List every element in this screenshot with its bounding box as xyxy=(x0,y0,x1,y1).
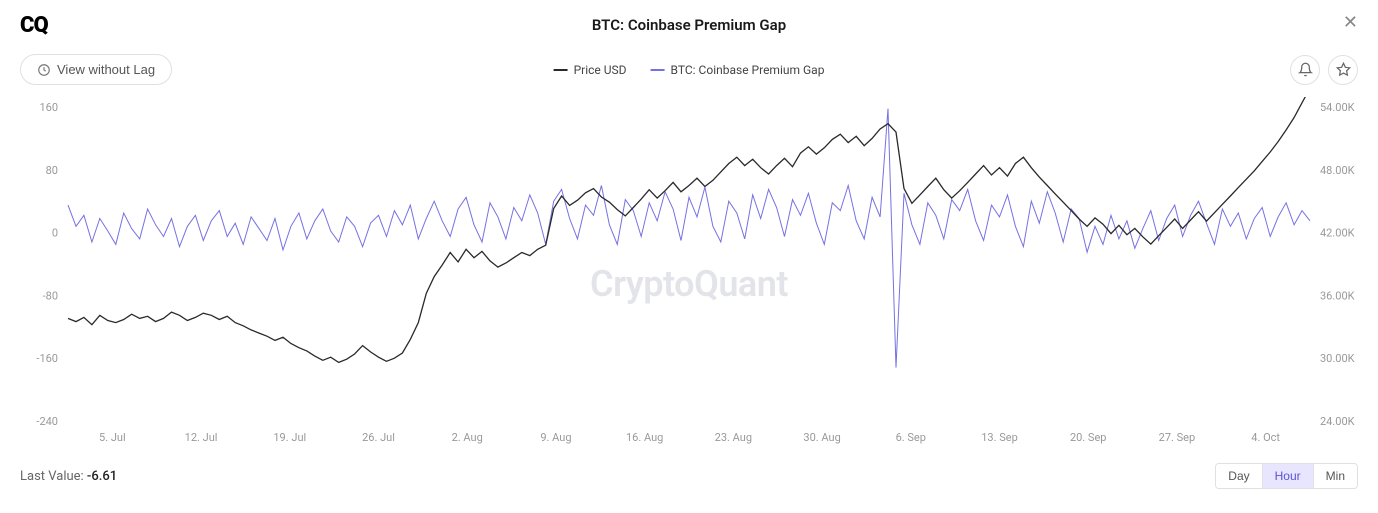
chart-svg: -240 -160 -80 0 80 160 24.00K 30.00K 36.00K 42.00… xyxy=(20,97,1358,457)
legend-swatch-price xyxy=(554,69,568,71)
legend-item-premium: BTC: Coinbase Premium Gap xyxy=(651,63,825,77)
svg-text:12. Jul: 12. Jul xyxy=(185,431,218,444)
svg-text:30. Aug: 30. Aug xyxy=(803,431,840,444)
clock-icon xyxy=(37,63,51,77)
last-value-label: Last Value: xyxy=(20,469,84,484)
chart-legend: Price USD BTC: Coinbase Premium Gap xyxy=(554,63,825,77)
interval-btn-day[interactable]: Day xyxy=(1216,464,1262,488)
last-value: Last Value: -6.61 xyxy=(20,469,117,484)
interval-selector: DayHourMin xyxy=(1215,463,1358,489)
chart-area[interactable]: CryptoQuant -240-160-8008016024.00K30.00… xyxy=(20,97,1358,457)
interval-btn-min[interactable]: Min xyxy=(1314,464,1357,488)
svg-text:20. Sep: 20. Sep xyxy=(1070,431,1107,444)
svg-text:9. Aug: 9. Aug xyxy=(540,431,571,444)
star-icon[interactable] xyxy=(1328,55,1358,85)
svg-text:160: 160 xyxy=(39,101,58,114)
legend-item-price: Price USD xyxy=(554,63,627,77)
page-title: BTC: Coinbase Premium Gap xyxy=(592,16,786,34)
svg-text:23. Aug: 23. Aug xyxy=(715,431,752,444)
svg-text:24.00K: 24.00K xyxy=(1320,415,1355,428)
lag-button-label: View without Lag xyxy=(57,62,155,77)
svg-text:2. Aug: 2. Aug xyxy=(452,431,483,444)
svg-text:80: 80 xyxy=(46,164,58,177)
view-without-lag-button[interactable]: View without Lag xyxy=(20,54,172,85)
close-icon[interactable]: ✕ xyxy=(1343,12,1358,33)
legend-label-premium: BTC: Coinbase Premium Gap xyxy=(671,63,825,77)
svg-text:36.00K: 36.00K xyxy=(1320,289,1355,302)
interval-btn-hour[interactable]: Hour xyxy=(1263,464,1314,488)
svg-text:26. Jul: 26. Jul xyxy=(362,431,395,444)
svg-text:54.00K: 54.00K xyxy=(1320,101,1355,114)
svg-text:4. Oct: 4. Oct xyxy=(1251,431,1280,444)
svg-text:-240: -240 xyxy=(36,415,58,428)
svg-text:42.00K: 42.00K xyxy=(1320,227,1355,240)
svg-text:-80: -80 xyxy=(43,289,58,302)
svg-text:19. Jul: 19. Jul xyxy=(273,431,306,444)
svg-text:16. Aug: 16. Aug xyxy=(626,431,663,444)
svg-text:-160: -160 xyxy=(36,352,58,365)
bell-icon[interactable] xyxy=(1290,55,1320,85)
svg-text:13. Sep: 13. Sep xyxy=(981,431,1018,444)
svg-text:6. Sep: 6. Sep xyxy=(896,431,926,444)
legend-label-price: Price USD xyxy=(574,63,627,77)
logo: CQ xyxy=(20,13,48,38)
svg-text:0: 0 xyxy=(52,227,58,240)
svg-text:27. Sep: 27. Sep xyxy=(1159,431,1196,444)
last-value-number: -6.61 xyxy=(87,469,117,484)
svg-text:30.00K: 30.00K xyxy=(1320,352,1355,365)
svg-text:5. Jul: 5. Jul xyxy=(99,431,126,444)
svg-text:48.00K: 48.00K xyxy=(1320,164,1355,177)
legend-swatch-premium xyxy=(651,69,665,71)
